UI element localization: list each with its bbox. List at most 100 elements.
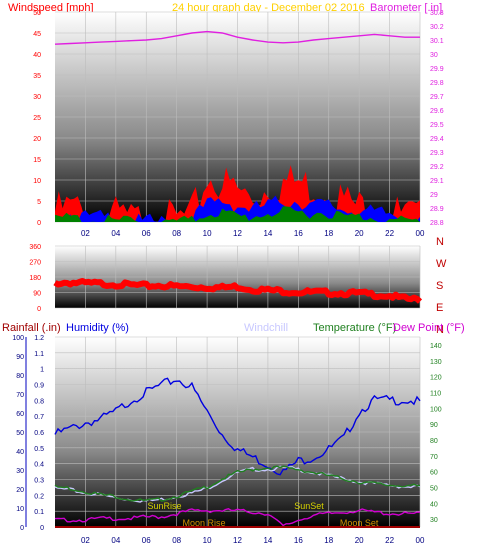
x-tick-label: 22 (385, 229, 394, 238)
temperature-y-axis: 30 40 50 60 70 80 90 100 110 120 130 140 (430, 343, 442, 524)
y-tick-label: 110 (430, 390, 441, 397)
sun-moon-events: SunRise SunSet Moon Rise Moon Set (147, 501, 378, 528)
windspeed-series (54, 30, 420, 222)
y-tick-label: 25 (33, 115, 41, 122)
y-tick-label: 0.6 (34, 430, 44, 437)
y-tick-label: 30.3 (430, 10, 444, 17)
y-tick-label: 0.3 (34, 478, 44, 485)
y-tick-label: 70 (430, 454, 438, 461)
windspeed-gridlines (55, 11, 421, 223)
wind-direction-line (53, 278, 423, 304)
y-tick-label: 30 (430, 52, 438, 59)
y-tick-label: 50 (33, 10, 41, 17)
y-tick-label: 0.7 (34, 414, 44, 421)
y-tick-label: 360 (29, 244, 41, 251)
y-tick-label: 180 (29, 275, 41, 282)
y-tick-label: 29.9 (430, 66, 444, 73)
compass-label: N (436, 236, 444, 248)
y-tick-label: 100 (430, 406, 442, 413)
humidity-y-axis: 0 10 20 30 40 50 60 70 80 90 100 (12, 335, 27, 532)
dewpoint-line (54, 508, 421, 527)
wind-direction-series (53, 278, 423, 304)
y-tick-label: 1 (40, 367, 44, 374)
windspeed-gust-area (55, 165, 420, 222)
x-tick-label: 06 (142, 536, 151, 545)
humidity-title: Humidity (%) (66, 322, 129, 334)
y-tick-label: 0.9 (34, 383, 44, 390)
y-tick-label: 30 (33, 94, 41, 101)
temperature-title: Temperature (°F) (313, 322, 396, 334)
x-tick-label: 20 (355, 229, 364, 238)
y-tick-label: 30.2 (430, 24, 444, 31)
x-tick-label: 10 (203, 229, 212, 238)
y-tick-label: 30 (16, 468, 24, 475)
y-tick-label: 29.1 (430, 178, 444, 185)
y-tick-label: 1.1 (34, 351, 44, 358)
barometer-line (54, 30, 420, 45)
x-tick-label: 14 (263, 536, 272, 545)
y-tick-label: 30.1 (430, 38, 444, 45)
y-tick-label: 29.5 (430, 122, 444, 129)
y-tick-label: 80 (430, 438, 438, 445)
moonrise-label: Moon Rise (183, 518, 226, 528)
y-tick-label: 140 (430, 343, 442, 350)
x-tick-label: 20 (355, 536, 364, 545)
dewpoint-title: Dew Point (°F) (393, 322, 465, 334)
windspeed-panel: Windspeed [mph] 24 hour graph day - Dece… (8, 2, 444, 238)
compass-label: E (436, 302, 443, 314)
y-tick-label: 70 (16, 392, 24, 399)
x-tick-label: 08 (172, 229, 181, 238)
y-tick-label: 29.4 (430, 136, 444, 143)
y-tick-label: 30 (430, 517, 438, 524)
x-tick-label: 10 (203, 536, 212, 545)
y-tick-label: 29.6 (430, 108, 444, 115)
rainfall-y-axis: 0 0.1 0.2 0.3 0.4 0.5 0.6 0.7 0.8 0.9 1 1.1 1.2 (34, 335, 44, 532)
wind-direction-y-axis: 0 90 180 270 360 (29, 244, 41, 313)
y-tick-label: 0 (40, 525, 44, 532)
y-tick-label: 80 (16, 373, 24, 380)
y-tick-label: 0.8 (34, 398, 44, 405)
y-tick-label: 29.2 (430, 164, 444, 171)
x-tick-label: 18 (324, 536, 333, 545)
y-tick-label: 100 (12, 335, 24, 342)
x-tick-label: 00 (416, 229, 425, 238)
y-tick-label: 60 (430, 470, 438, 477)
sunset-label: SunSet (294, 501, 324, 511)
x-tick-label: 12 (233, 229, 242, 238)
humidity-gridlines (55, 336, 421, 528)
y-tick-label: 50 (430, 485, 438, 492)
y-tick-label: 0.4 (34, 462, 44, 469)
y-tick-label: 10 (16, 506, 24, 513)
compass-label: S (436, 280, 443, 292)
y-tick-label: 28.9 (430, 206, 444, 213)
barometer-title: Barometer [.in] (370, 2, 442, 14)
compass-label: W (436, 258, 447, 270)
y-tick-label: 40 (33, 52, 41, 59)
y-tick-label: 20 (33, 136, 41, 143)
humidity-line (54, 377, 421, 476)
windspeed-y-axis: 0 5 10 15 20 25 30 35 40 45 50 (33, 10, 41, 227)
moonset-label: Moon Set (340, 518, 379, 528)
x-tick-label: 04 (111, 229, 120, 238)
period-title: 24 hour graph day - December 02 2016 (172, 2, 365, 14)
x-tick-label: 02 (81, 229, 90, 238)
humidity-temperature-panel: Rainfall (.in) Humidity (%) Windchill Te… (2, 322, 465, 545)
windspeed-low-area (55, 206, 420, 222)
x-tick-label: 18 (324, 229, 333, 238)
y-tick-label: 0.1 (34, 509, 44, 516)
compass-label: N (436, 324, 444, 336)
y-tick-label: 90 (16, 354, 24, 361)
x-tick-label: 16 (294, 536, 303, 545)
y-tick-label: 1.2 (34, 335, 44, 342)
y-tick-label: 270 (29, 260, 41, 267)
y-tick-label: 10 (33, 178, 41, 185)
y-tick-label: 29.7 (430, 94, 444, 101)
y-tick-label: 0 (37, 306, 41, 313)
windchill-title: Windchill (244, 322, 288, 334)
y-tick-label: 45 (33, 31, 41, 38)
rainfall-title: Rainfall (.in) (2, 322, 61, 334)
x-tick-label: 04 (111, 536, 120, 545)
y-tick-label: 90 (33, 291, 41, 298)
y-tick-label: 5 (37, 199, 41, 206)
